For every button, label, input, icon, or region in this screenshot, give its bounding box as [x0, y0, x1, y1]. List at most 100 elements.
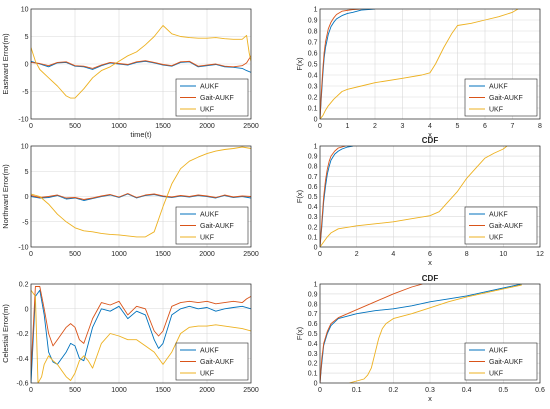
- y-tick-label: 10: [21, 7, 29, 14]
- x-tick-label: 500: [69, 387, 81, 394]
- legend-entry: AUKF: [489, 348, 508, 355]
- x-tick-label: 500: [69, 251, 81, 258]
- series-line-ukf: [31, 289, 251, 383]
- y-tick-label: 0: [314, 117, 318, 124]
- x-tick-label: 0.6: [535, 387, 545, 394]
- y-tick-label: 1: [314, 144, 318, 151]
- y-tick-label: 0.1: [308, 234, 318, 241]
- legend-entry: UKF: [489, 235, 503, 242]
- y-tick-label: 5: [25, 34, 29, 41]
- y-tick-label: 0.5: [308, 194, 318, 201]
- x-tick-label: 2000: [199, 387, 215, 394]
- axes-box: [319, 283, 541, 384]
- y-tick-label: -10: [18, 117, 28, 124]
- chart-panel-5: 0 500 1000 1500 2000 2500 -0.6 -0.4 -0.2 0 0.2 Cele…: [1, 282, 259, 395]
- legend-entry: UKF: [489, 371, 503, 378]
- y-tick-label: 0.9: [308, 154, 318, 161]
- series-line-aukf: [31, 193, 251, 201]
- x-tick-label: 1: [346, 123, 350, 130]
- y-tick-label: 0: [25, 62, 29, 69]
- y-tick-label: -5: [22, 89, 28, 96]
- y-tick-label: 5: [25, 169, 29, 176]
- y-tick-label: 10: [21, 144, 29, 151]
- x-tick-label: 2000: [199, 251, 215, 258]
- y-tick-label: -0.2: [16, 331, 28, 338]
- axes-box: [319, 8, 541, 120]
- y-axis-label: F(x): [295, 189, 304, 203]
- y-tick-label: 0: [25, 306, 29, 313]
- y-tick-label: 0: [314, 245, 318, 252]
- x-tick-label: 0: [29, 123, 33, 130]
- legend-entry: UKF: [200, 107, 214, 114]
- y-tick-label: 0.9: [308, 291, 318, 298]
- x-tick-label: 8: [465, 251, 469, 258]
- y-tick-label: 0.8: [308, 29, 318, 36]
- y-axis-label: F(x): [295, 326, 304, 340]
- y-tick-label: 0.4: [308, 204, 318, 211]
- series-line-ukf: [349, 284, 522, 383]
- x-tick-label: 0: [318, 251, 322, 258]
- y-tick-label: 0.9: [308, 18, 318, 25]
- y-tick-label: 0.4: [308, 341, 318, 348]
- series-line-ukf: [31, 146, 251, 238]
- x-axis-label: time(t): [130, 130, 152, 139]
- y-tick-label: 0.2: [19, 282, 29, 289]
- series-line-ukf: [320, 146, 508, 247]
- y-tick-label: 0.1: [308, 371, 318, 378]
- series-line-ukf: [31, 25, 251, 99]
- x-tick-label: 2500: [243, 387, 259, 394]
- x-tick-label: 0.4: [462, 387, 472, 394]
- y-tick-label: 0.6: [308, 184, 318, 191]
- y-tick-label: 0.8: [308, 164, 318, 171]
- x-tick-label: 4: [391, 251, 395, 258]
- x-tick-label: 0.3: [425, 387, 435, 394]
- axes-box: [30, 8, 252, 120]
- series-line-aukf: [320, 284, 522, 383]
- legend-entry: AUKF: [489, 84, 508, 91]
- series-line-gait-aukf: [31, 286, 251, 371]
- y-tick-label: 0.7: [308, 174, 318, 181]
- x-tick-label: 0: [318, 123, 322, 130]
- series-line-gait-aukf: [31, 55, 251, 69]
- y-tick-label: 0.6: [308, 51, 318, 58]
- legend-entry: Gait-AUKF: [489, 359, 523, 366]
- x-tick-label: 0.2: [388, 387, 398, 394]
- legend: AUKF Gait-AUKF UKF: [175, 342, 249, 381]
- x-tick-label: 2500: [243, 123, 259, 130]
- series-line-gait-aukf: [320, 9, 362, 119]
- series-line-gait-aukf: [320, 146, 346, 247]
- legend-entry: UKF: [200, 235, 214, 242]
- x-axis-label: x: [428, 258, 432, 267]
- x-axis-label: x: [428, 394, 432, 403]
- legend-entry: Gait-AUKF: [489, 223, 523, 230]
- y-tick-label: 0: [25, 194, 29, 201]
- y-tick-label: 0.5: [308, 62, 318, 69]
- series-line-aukf: [31, 60, 251, 73]
- legend-entry: UKF: [200, 371, 214, 378]
- x-tick-label: 8: [538, 123, 542, 130]
- y-tick-label: 0.2: [308, 224, 318, 231]
- chart-panel-6: 0 0.1 0.2 0.3 0.4 0.5 0.6 0 0.1 0.2 0.3 0.4 0.5 0.6 0.…: [295, 274, 545, 403]
- y-tick-label: 0.3: [308, 84, 318, 91]
- x-tick-label: 1000: [111, 123, 127, 130]
- x-tick-label: 0: [318, 387, 322, 394]
- y-tick-label: 0.2: [308, 361, 318, 368]
- x-tick-label: 1000: [111, 251, 127, 258]
- series-line-gait-aukf: [31, 193, 251, 200]
- axes-box: [30, 283, 252, 384]
- y-tick-label: -0.4: [16, 356, 28, 363]
- x-tick-label: 0: [29, 251, 33, 258]
- x-tick-label: 2: [355, 251, 359, 258]
- x-tick-label: 2: [373, 123, 377, 130]
- legend-entry: UKF: [489, 107, 503, 114]
- y-tick-label: 0.3: [308, 214, 318, 221]
- x-tick-label: 6: [483, 123, 487, 130]
- chart-panel-1: 0 500 1000 1500 2000 2500 -10 -5 0 5 10 time(t) East…: [1, 7, 259, 140]
- y-axis-label: F(x): [295, 57, 304, 71]
- x-tick-label: 4: [428, 123, 432, 130]
- y-tick-label: 0: [314, 381, 318, 388]
- y-tick-label: 1: [314, 7, 318, 14]
- chart-title: CDF: [422, 136, 439, 145]
- y-tick-label: 0.2: [308, 95, 318, 102]
